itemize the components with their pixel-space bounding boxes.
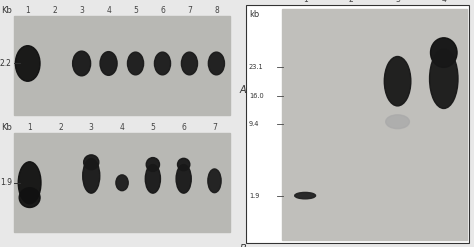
Ellipse shape bbox=[176, 165, 191, 193]
Ellipse shape bbox=[100, 52, 117, 75]
Ellipse shape bbox=[18, 162, 41, 204]
Text: 3: 3 bbox=[89, 123, 94, 132]
Ellipse shape bbox=[146, 158, 159, 171]
Ellipse shape bbox=[116, 175, 128, 191]
Text: 1: 1 bbox=[27, 123, 32, 132]
Ellipse shape bbox=[155, 52, 171, 75]
Text: 5: 5 bbox=[150, 123, 155, 132]
Ellipse shape bbox=[182, 52, 198, 75]
Ellipse shape bbox=[145, 165, 160, 193]
Text: 7: 7 bbox=[187, 6, 192, 15]
Ellipse shape bbox=[73, 51, 91, 76]
Ellipse shape bbox=[430, 38, 457, 67]
Text: 2: 2 bbox=[58, 123, 63, 132]
Ellipse shape bbox=[83, 159, 100, 193]
Text: 1: 1 bbox=[25, 6, 30, 15]
Ellipse shape bbox=[83, 155, 99, 170]
Text: kb: kb bbox=[249, 10, 259, 19]
Bar bbox=[246, 5, 469, 243]
Text: 4: 4 bbox=[441, 0, 446, 4]
Text: Kb: Kb bbox=[1, 123, 12, 132]
Bar bbox=[14, 16, 230, 115]
Text: 5: 5 bbox=[133, 6, 138, 15]
Text: A: A bbox=[239, 85, 246, 95]
Ellipse shape bbox=[15, 46, 40, 81]
Ellipse shape bbox=[384, 57, 411, 106]
Ellipse shape bbox=[429, 49, 458, 108]
Text: 1.9: 1.9 bbox=[249, 193, 259, 199]
Ellipse shape bbox=[208, 169, 221, 193]
Ellipse shape bbox=[177, 158, 190, 171]
Ellipse shape bbox=[209, 52, 225, 75]
Text: 3: 3 bbox=[79, 6, 84, 15]
Text: 23.1: 23.1 bbox=[249, 64, 264, 70]
Ellipse shape bbox=[128, 52, 144, 75]
Bar bbox=[282, 9, 467, 240]
Bar bbox=[246, 5, 469, 243]
Text: 2.2: 2.2 bbox=[0, 59, 12, 68]
Text: 9.4: 9.4 bbox=[249, 121, 259, 127]
Ellipse shape bbox=[386, 115, 410, 129]
Text: 6: 6 bbox=[160, 6, 165, 15]
Text: 3: 3 bbox=[395, 0, 400, 4]
Text: 16.0: 16.0 bbox=[249, 93, 264, 99]
Text: 2: 2 bbox=[52, 6, 57, 15]
Text: 7: 7 bbox=[212, 123, 217, 132]
Text: B: B bbox=[239, 245, 246, 247]
Text: 4: 4 bbox=[119, 123, 125, 132]
Text: 6: 6 bbox=[181, 123, 186, 132]
Ellipse shape bbox=[295, 192, 316, 199]
Text: 1: 1 bbox=[303, 0, 308, 4]
Text: Kb: Kb bbox=[1, 6, 12, 15]
Bar bbox=[14, 133, 230, 232]
Ellipse shape bbox=[19, 188, 40, 207]
Text: 2: 2 bbox=[349, 0, 354, 4]
Text: 1.9: 1.9 bbox=[0, 178, 12, 187]
Text: 4: 4 bbox=[106, 6, 111, 15]
Text: 8: 8 bbox=[214, 6, 219, 15]
